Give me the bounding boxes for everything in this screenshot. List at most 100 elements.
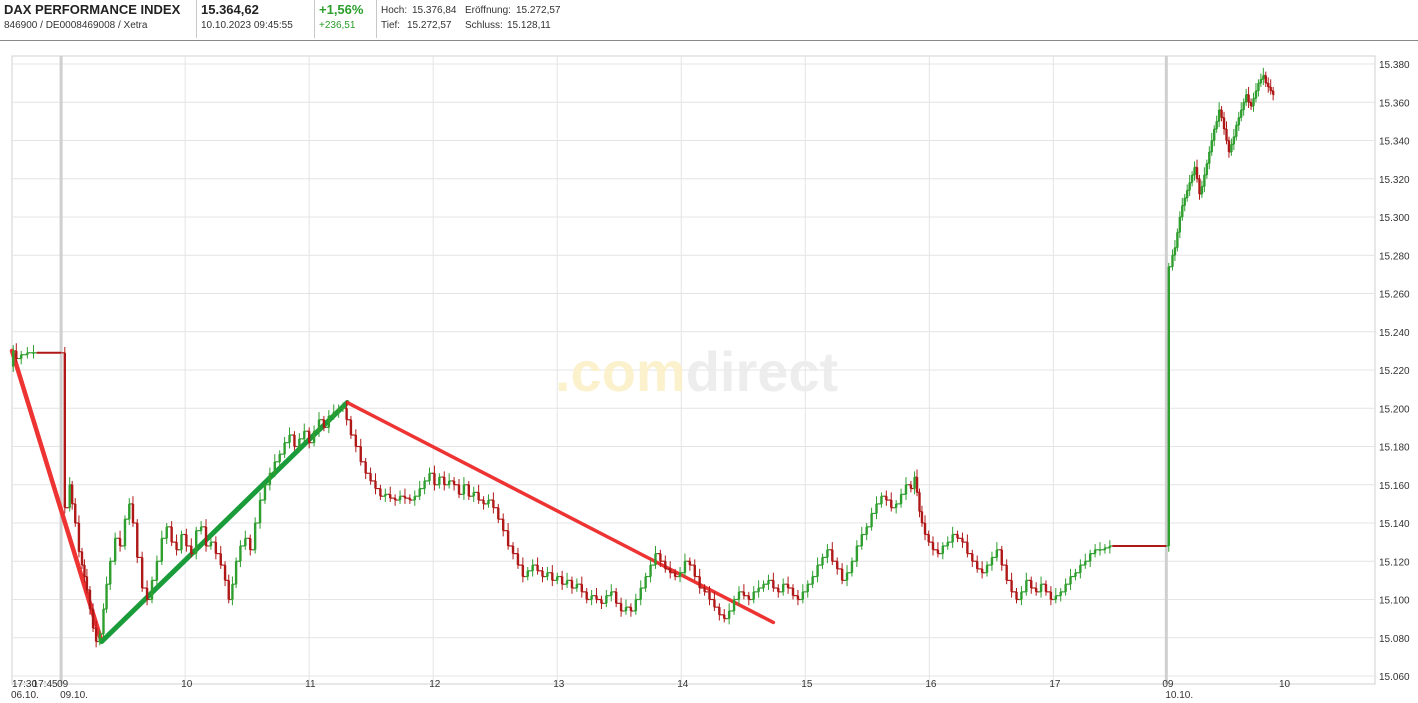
candle-up (678, 572, 682, 577)
candle-up (209, 542, 213, 546)
close-value: 15.128,11 (507, 20, 551, 31)
candle-down (920, 511, 924, 523)
candle-up (850, 561, 854, 573)
candle-up (1193, 167, 1196, 175)
candle-up (855, 545, 859, 562)
candle-up (1200, 186, 1204, 195)
candle-up (312, 431, 316, 443)
candle-down (88, 589, 92, 610)
candle-up (195, 530, 198, 554)
candle-up (234, 561, 238, 585)
candle-up (683, 561, 687, 573)
candle-down (688, 561, 692, 566)
candle-down (131, 503, 135, 523)
candle-up (180, 534, 183, 550)
candle-down (980, 568, 984, 573)
candle-down (585, 591, 588, 600)
y-tick-label: 15.180 (1379, 443, 1410, 454)
candle-up (605, 595, 608, 604)
candle-up (904, 484, 908, 495)
candle-up (253, 523, 257, 550)
candle-up (1208, 151, 1211, 164)
candle-down (249, 538, 252, 550)
candle-up (1039, 584, 1043, 592)
candle-down (1269, 86, 1272, 91)
x-tick-label: 17:30 (12, 679, 37, 690)
high-value: 15.376,84 (412, 5, 457, 16)
candle-up (654, 553, 657, 566)
candle-down (600, 599, 603, 604)
candle-up (565, 580, 569, 585)
candle-down (1220, 109, 1223, 118)
candle-up (1203, 174, 1206, 187)
y-axis: 15.380 15.360 15.340 15.320 15.300 15.280 15.2… (1379, 60, 1410, 683)
x-tick-label: 10 (1279, 679, 1291, 690)
candle-up (332, 412, 335, 416)
candle-up (1054, 595, 1057, 600)
open-value: 15.272,57 (516, 5, 561, 16)
candle-down (74, 503, 77, 523)
candle-down (433, 473, 436, 485)
change-percent: +1,56% (319, 2, 364, 17)
candle-down (831, 549, 834, 562)
price-chart[interactable]: .comdirect 15.380 15.360 15.340 15.320 15.30… (0, 40, 1418, 703)
candle-down (452, 480, 456, 485)
candle-up (1059, 591, 1062, 596)
candle-up (1020, 591, 1023, 600)
candle-up (639, 588, 642, 600)
candle-down (1267, 83, 1270, 87)
candle-down (1005, 565, 1008, 581)
candle-down (521, 565, 525, 577)
candle-up (801, 591, 805, 600)
candle-down (369, 473, 372, 481)
candle-up (1257, 83, 1260, 91)
candle-down (971, 553, 974, 562)
candle-down (931, 542, 935, 550)
low-label: Tief: (381, 20, 401, 31)
y-tick-label: 15.200 (1379, 404, 1410, 415)
candle-up (624, 607, 628, 611)
candle-up (1235, 125, 1238, 137)
candle-up (951, 534, 954, 543)
gridlines (11, 55, 1376, 685)
candle-up (268, 473, 272, 485)
candle-up (273, 461, 276, 474)
y-tick-label: 15.320 (1379, 175, 1410, 186)
candle-down (1264, 75, 1267, 84)
candle-down (354, 435, 358, 447)
candle-up (1240, 109, 1243, 118)
candle-up (298, 438, 301, 447)
candle-up (737, 591, 741, 600)
candle-down (915, 477, 919, 493)
candle-down (482, 500, 485, 504)
candle-down (956, 534, 959, 539)
candle-up (1252, 98, 1255, 107)
candle-down (923, 523, 927, 535)
candle-down (219, 553, 222, 566)
candle-up (303, 431, 306, 439)
candle-up (575, 584, 579, 589)
candle-up (634, 599, 638, 611)
candle-down (467, 484, 471, 497)
x-tick-label: 16 (925, 679, 937, 690)
y-tick-label: 15.120 (1379, 557, 1410, 568)
candle-up (26, 352, 29, 355)
candle-down (614, 591, 618, 604)
candle-down (83, 565, 86, 577)
candle-up (1259, 79, 1263, 84)
candlesticks (12, 67, 1275, 648)
candle-down (359, 446, 362, 462)
candle-down (885, 496, 888, 501)
quote-header: DAX PERFORMANCE INDEX 846900 / DE0008469… (0, 0, 1418, 41)
candle-up (165, 526, 168, 539)
candle-down (349, 419, 353, 436)
candle-up (1215, 121, 1218, 130)
candle-up (1232, 136, 1236, 145)
candle-up (128, 503, 131, 520)
candle-up (870, 513, 873, 527)
candle-up (1171, 255, 1174, 267)
candle-up (913, 477, 916, 489)
high-label: Hoch: (381, 5, 408, 16)
candle-down (511, 545, 515, 554)
x-tick-date: 10.10. (1165, 690, 1193, 701)
